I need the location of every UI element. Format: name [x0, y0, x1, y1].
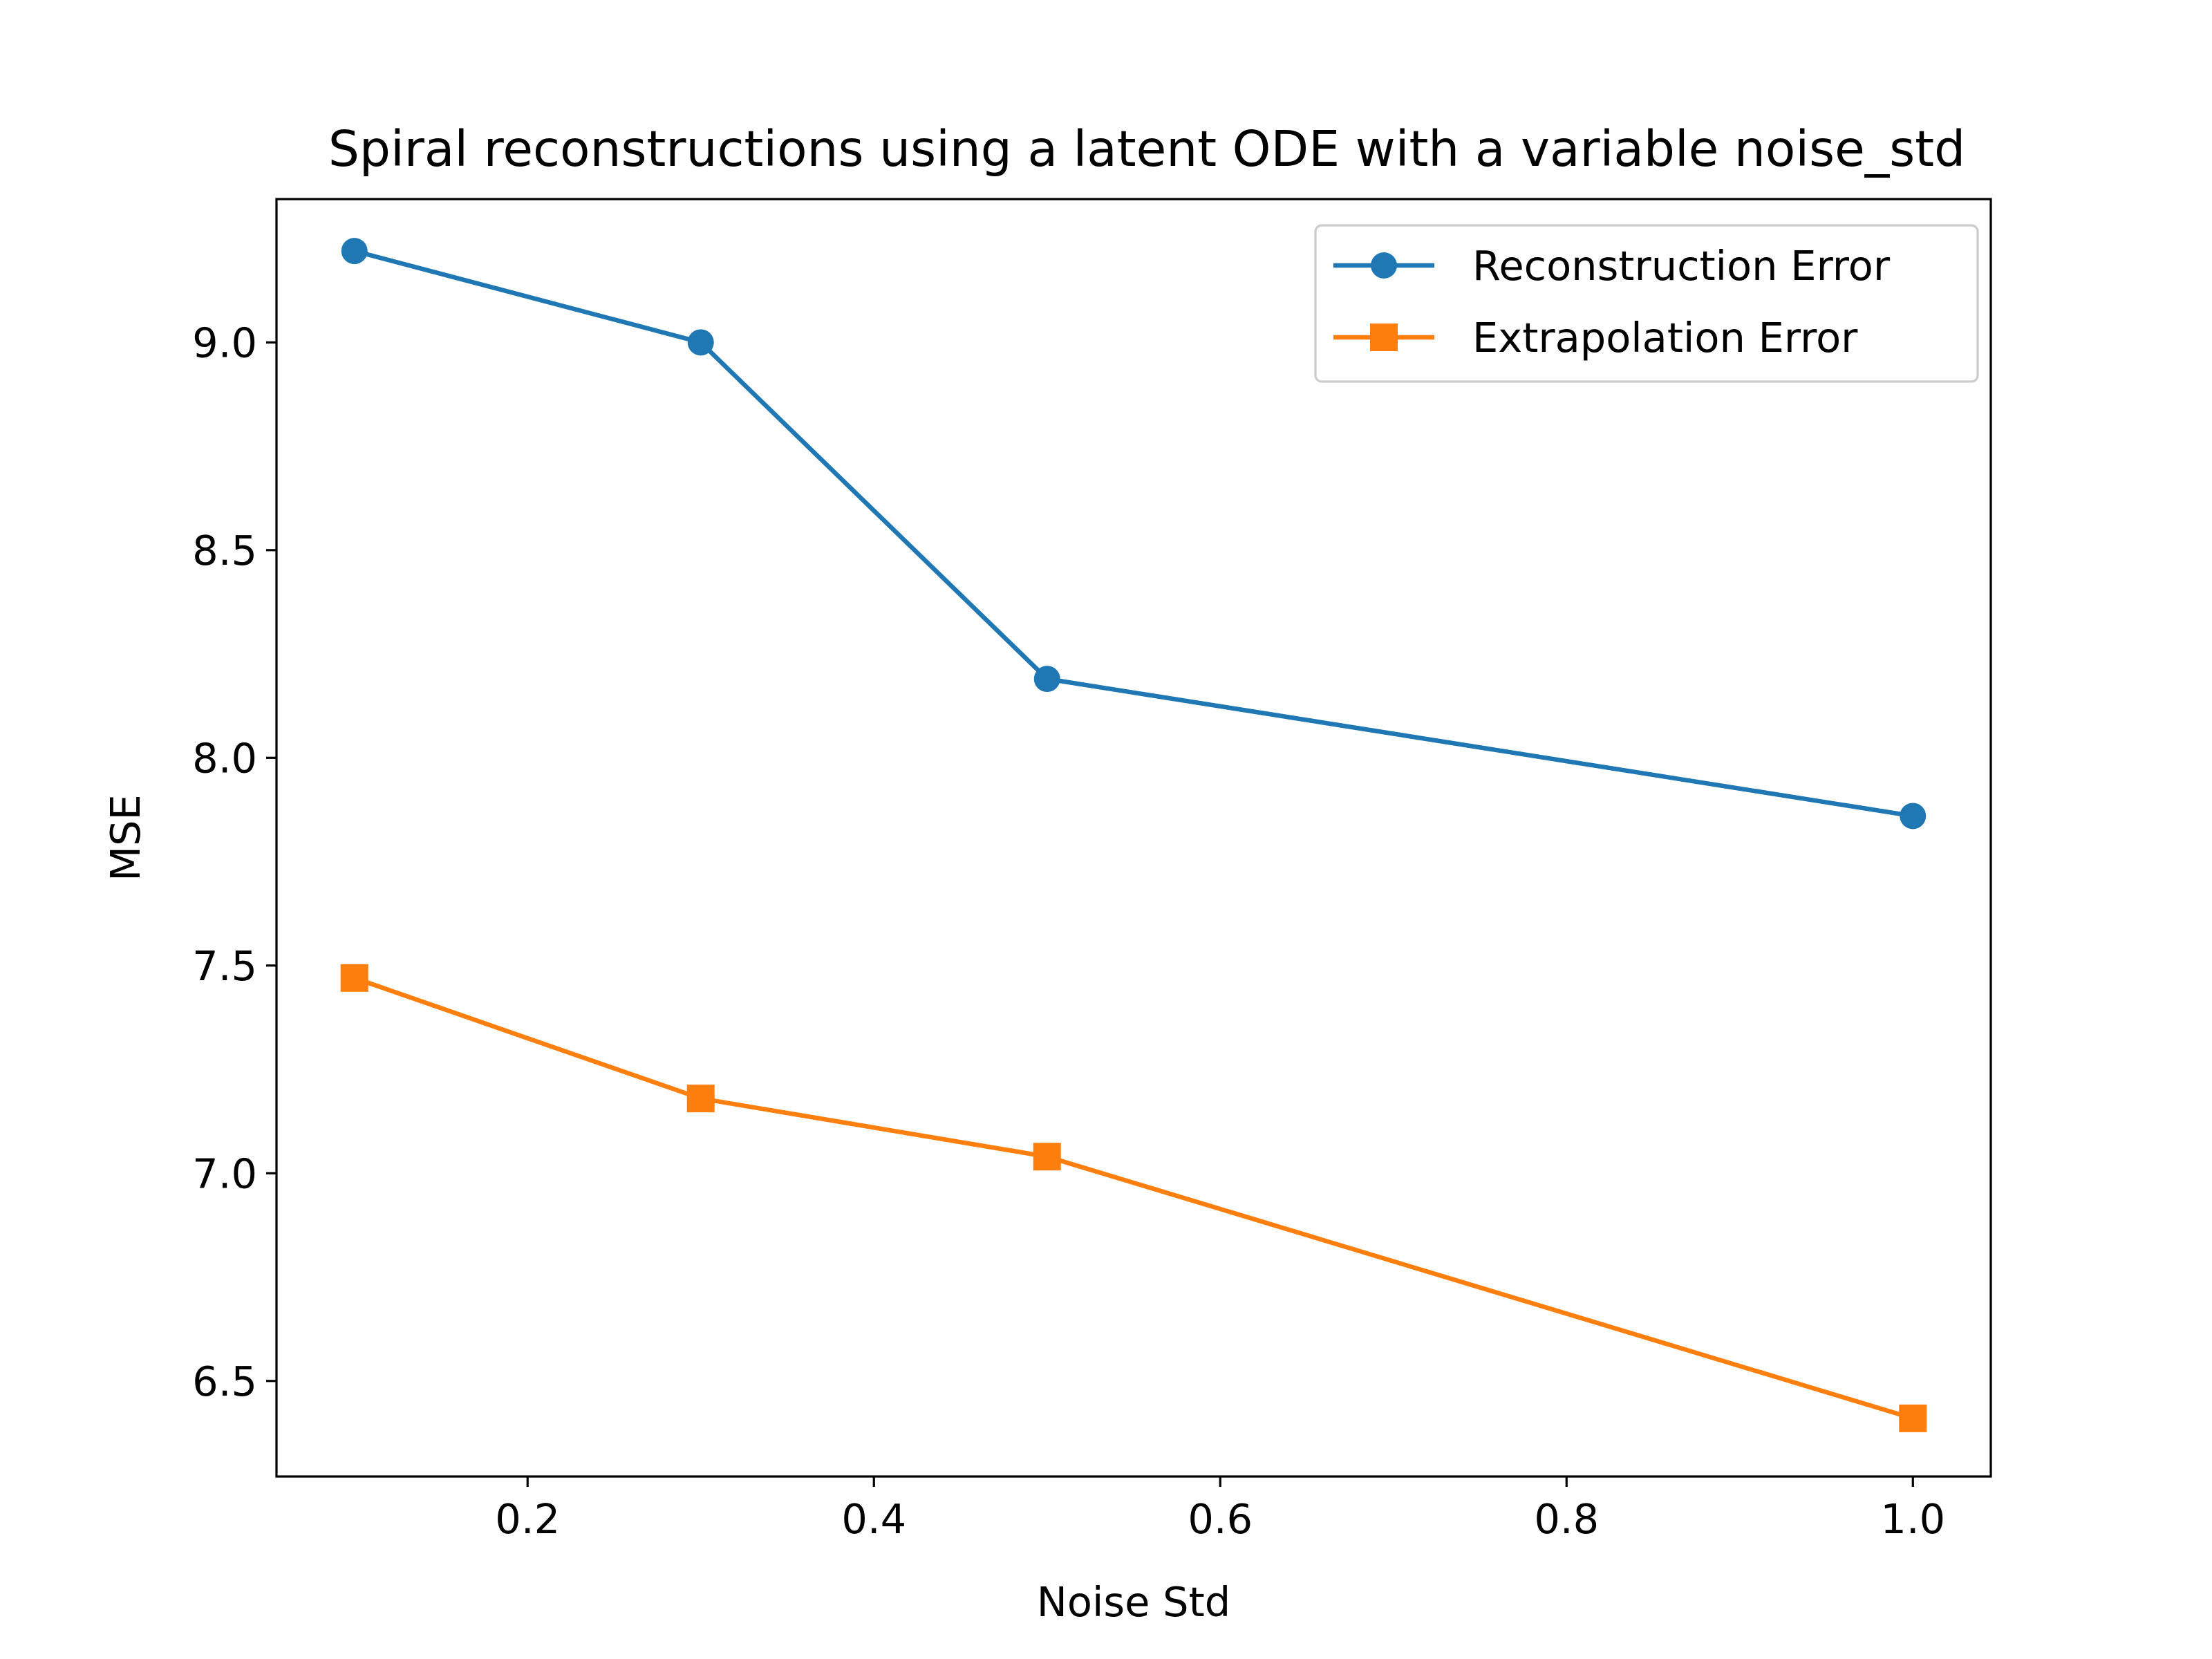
reconstruction-error-point	[1033, 666, 1060, 693]
extrapolation-error-line	[351, 975, 1916, 1421]
x-tick-label: 0.2	[495, 1495, 560, 1543]
x-tick-label: 1.0	[1880, 1495, 1945, 1543]
legend-marker	[1370, 324, 1398, 351]
plot-area: 0.2 0.4 0.6 0.8 1.0 6.5 7.0 7.5 8.0 8.5 9.0	[192, 238, 1945, 1543]
y-tick-label: 7.0	[192, 1150, 257, 1197]
x-tick-label: 0.6	[1188, 1495, 1253, 1543]
extrapolation-error-point	[340, 964, 368, 992]
reconstruction-error-line	[351, 248, 1915, 819]
reconstruction-error-point	[341, 238, 368, 265]
legend-marker	[1371, 252, 1397, 279]
y-axis-label: MSE	[102, 794, 149, 881]
plot-frame	[275, 198, 1992, 1478]
x-axis-label: Noise Std	[1037, 1578, 1230, 1626]
x-tick-label: 0.4	[841, 1495, 906, 1543]
legend-box	[1314, 224, 1979, 383]
extrapolation-error-point	[1033, 1143, 1061, 1171]
extrapolation-error-point	[1899, 1404, 1927, 1432]
y-tick-label: 6.5	[192, 1358, 257, 1405]
legend-label: Reconstruction Error	[1472, 242, 1891, 290]
reconstruction-error-point	[687, 329, 714, 356]
y-tick-label: 8.0	[192, 734, 257, 782]
extrapolation-error-point	[686, 1085, 715, 1113]
x-tick-label: 0.8	[1534, 1495, 1599, 1543]
chart-title: Spiral reconstructions using a latent OD…	[328, 120, 1965, 178]
y-tick-label: 9.0	[192, 319, 257, 366]
legend-label: Extrapolation Error	[1472, 314, 1858, 362]
reconstruction-error-point	[1900, 803, 1927, 830]
y-tick-label: 7.5	[192, 942, 257, 990]
y-tick-label: 8.5	[192, 527, 257, 574]
legend: Reconstruction Error Extrapolation Error	[1314, 224, 1979, 383]
